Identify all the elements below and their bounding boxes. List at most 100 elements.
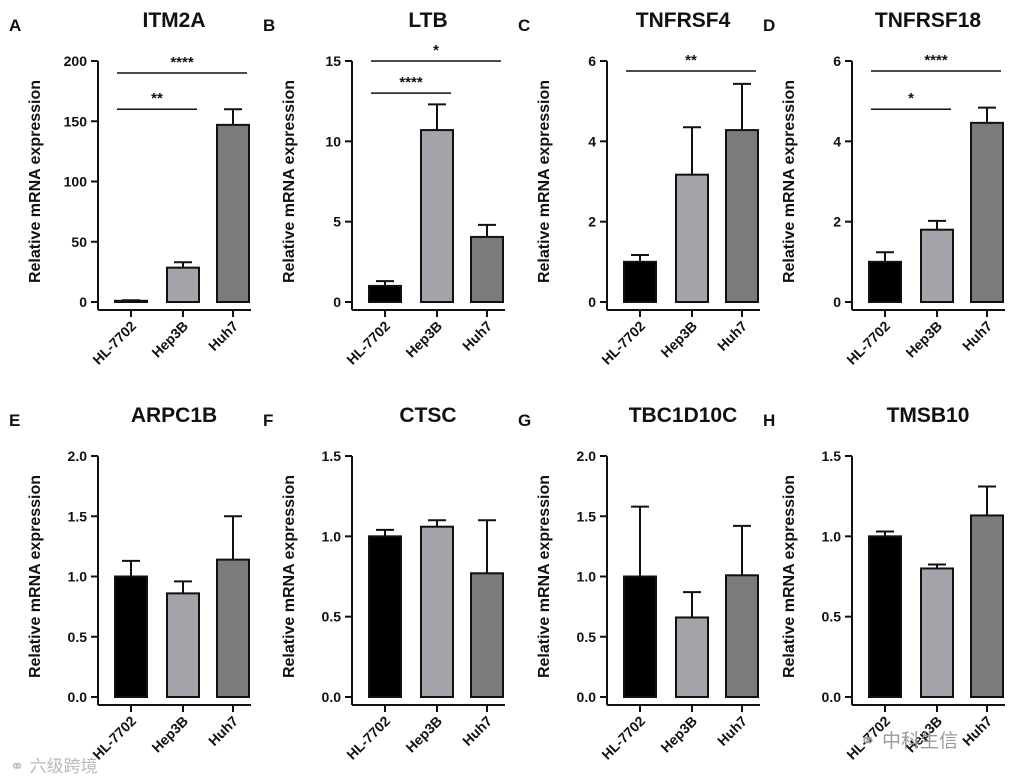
y-tick-label: 0.0 [68, 689, 88, 705]
y-axis-label: Relative mRNA expression [781, 80, 798, 283]
panel-title: CTSC [399, 404, 456, 427]
bar-hep3b [166, 266, 200, 303]
y-tick-label: 200 [64, 53, 88, 69]
weibo-style-logo-icon: ⚭ [10, 757, 25, 777]
y-tick-label: 1.5 [68, 508, 88, 524]
y-tick-label: 0.0 [822, 689, 842, 705]
y-axis-label: Relative mRNA expression [536, 475, 553, 678]
bar-hl-7702 [623, 575, 657, 698]
bar-hep3b [920, 228, 954, 303]
y-tick-label: 0.5 [68, 629, 88, 645]
x-tick-label: Hep3B [902, 318, 945, 361]
panel-letter: D [763, 16, 775, 35]
panel-letter: E [9, 411, 20, 430]
y-tick-label: 1.0 [322, 528, 342, 544]
panel-letter: H [763, 411, 775, 430]
y-tick-label: 1.0 [68, 569, 88, 585]
y-axis-label: Relative mRNA expression [281, 80, 298, 283]
y-tick-label: 0.0 [322, 689, 342, 705]
y-tick-label: 0.5 [322, 609, 342, 625]
panel-b: B LTB Relative mRNA expression 0 5 10 15 HL-770… [263, 9, 505, 368]
y-tick-label: 2 [588, 214, 596, 230]
watermark-right-text: 中科生信 [881, 730, 958, 752]
panel-d: D TNFRSF18 Relative mRNA expression 0 2 4 6 HL-… [763, 9, 1005, 368]
panel-letter: B [263, 16, 275, 35]
y-axis-label: Relative mRNA expression [281, 475, 298, 678]
bar-huh7 [970, 514, 1004, 698]
y-tick-label: 0.0 [577, 689, 597, 705]
y-tick-label: 6 [588, 53, 596, 69]
x-tick-label: HL-7702 [598, 713, 648, 763]
significance-label: **** [924, 52, 948, 69]
significance-label: ** [685, 52, 697, 69]
bar-hl-7702 [368, 535, 402, 698]
y-axis-label: Relative mRNA expression [27, 475, 44, 678]
wechat-logo-icon: ⚭ [860, 730, 876, 752]
significance-label: ** [151, 90, 163, 107]
x-tick-label: Huh7 [205, 713, 241, 749]
panel-letter: F [263, 411, 273, 430]
x-tick-label: Huh7 [714, 318, 750, 354]
bar-huh7 [216, 558, 250, 698]
panel-letter: C [518, 16, 530, 35]
panel-letter: A [9, 16, 21, 35]
y-tick-label: 2.0 [68, 448, 88, 464]
significance-label: **** [170, 54, 194, 71]
y-tick-label: 0 [588, 294, 596, 310]
y-tick-label: 0 [333, 294, 341, 310]
watermark-left: ⚭ 六级跨境 [10, 752, 98, 777]
y-axis-label: Relative mRNA expression [27, 80, 44, 283]
panel-c: C TNFRSF4 Relative mRNA expression 0 2 4 6 HL-7… [518, 9, 760, 368]
bar-huh7 [216, 123, 250, 303]
bar-hep3b [166, 592, 200, 698]
x-tick-label: HL-7702 [343, 713, 393, 763]
y-tick-label: 10 [325, 133, 341, 149]
x-tick-label: Hep3B [657, 318, 700, 361]
x-tick-label: Hep3B [148, 318, 191, 361]
bar-hep3b [420, 525, 454, 699]
panel-title: ITM2A [143, 9, 206, 32]
x-tick-label: Huh7 [205, 318, 241, 354]
y-tick-label: 1.0 [577, 569, 597, 585]
y-tick-label: 4 [833, 133, 841, 149]
panel-a: A ITM2A Relative mRNA expression 0 50 100 150 2… [9, 9, 251, 368]
y-tick-label: 1.5 [322, 448, 342, 464]
bar-hl-7702 [623, 260, 657, 304]
y-tick-label: 100 [64, 174, 88, 190]
bar-huh7 [725, 129, 759, 303]
significance-label: * [433, 42, 439, 59]
x-tick-label: Huh7 [459, 318, 495, 354]
panel-title: TMSB10 [887, 404, 970, 427]
panel-title: TNFRSF4 [636, 9, 731, 32]
x-tick-label: HL-7702 [89, 318, 139, 368]
bar-huh7 [970, 121, 1004, 303]
y-tick-label: 2.0 [577, 448, 597, 464]
y-tick-label: 2 [833, 214, 841, 230]
y-tick-label: 0 [79, 294, 87, 310]
bar-hep3b [675, 616, 709, 698]
panel-title: TNFRSF18 [875, 9, 982, 32]
x-tick-label: Huh7 [959, 713, 995, 749]
significance-label: **** [399, 74, 423, 91]
bar-huh7 [470, 572, 504, 699]
panel-letter: G [518, 411, 531, 430]
y-tick-label: 6 [833, 53, 841, 69]
y-tick-label: 1.5 [577, 508, 597, 524]
y-tick-label: 50 [71, 234, 87, 250]
panel-title: LTB [408, 9, 447, 32]
bar-huh7 [725, 574, 759, 698]
bar-hl-7702 [114, 575, 148, 698]
y-tick-label: 5 [333, 214, 341, 230]
bar-hep3b [920, 567, 954, 699]
bar-hl-7702 [868, 260, 902, 304]
x-tick-label: HL-7702 [343, 318, 393, 368]
bar-hep3b [675, 173, 709, 303]
y-tick-label: 15 [325, 53, 341, 69]
y-tick-label: 0.5 [577, 629, 597, 645]
x-tick-label: Huh7 [959, 318, 995, 354]
x-tick-label: Hep3B [148, 713, 191, 756]
bar-hl-7702 [368, 284, 402, 303]
x-tick-label: Huh7 [714, 713, 750, 749]
bar-huh7 [470, 235, 504, 303]
